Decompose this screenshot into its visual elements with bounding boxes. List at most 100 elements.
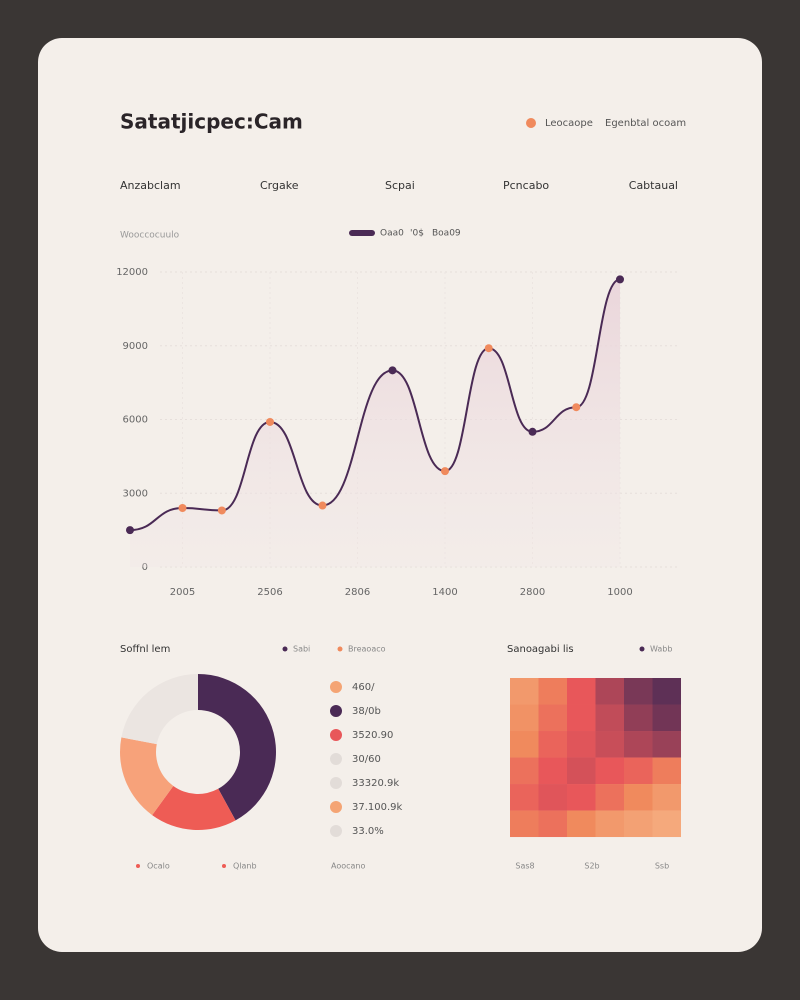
heat-cell: [652, 731, 681, 758]
x-tick-label: 2005: [170, 587, 195, 598]
heat-cell: [595, 704, 624, 732]
header-legend: Egenbtal ocoam: [605, 118, 686, 129]
x-label: Sas8: [515, 862, 534, 871]
heat-cell: [595, 757, 624, 785]
legend-dot: [330, 825, 342, 837]
legend-label: 38/0b: [352, 706, 381, 717]
legend-dot: [282, 646, 288, 652]
heat-cell: [652, 757, 681, 785]
title: Satatjicpec:Cam: [120, 110, 303, 134]
heat-cell: [624, 678, 653, 705]
heat-cell: [624, 704, 653, 732]
point: [126, 526, 134, 535]
heat-cell: [538, 678, 567, 705]
legend-dot: [330, 801, 342, 813]
y-tick-label: 12000: [116, 267, 148, 278]
heat-cell: [595, 678, 624, 705]
x-tick-label: 2506: [257, 587, 282, 598]
area: [130, 279, 620, 567]
legend-dot: [136, 864, 140, 868]
x-tick-label: 2800: [520, 587, 545, 598]
heat-cell: [510, 678, 539, 705]
line: [129, 278, 621, 532]
legend-dot: [330, 681, 342, 693]
heat-cell: [624, 757, 653, 785]
x-tick-label: 2806: [345, 587, 370, 598]
tab[interactable]: Crgake: [260, 179, 299, 192]
heat-cell: [567, 704, 596, 732]
point: [318, 501, 327, 510]
point: [572, 403, 581, 412]
heat-cell: [624, 731, 653, 758]
legend-dot: [330, 705, 342, 717]
tab[interactable]: Cabtaual: [629, 179, 678, 192]
section-title: Soffnl lem: [120, 644, 170, 655]
x-tick-label: 1000: [607, 587, 632, 598]
legend-dot: [330, 777, 342, 789]
tab[interactable]: Pcncabo: [503, 179, 549, 192]
x-tick-label: 1400: [432, 587, 457, 598]
heat-cell: [652, 704, 681, 732]
heat-cell: [538, 757, 567, 785]
heat-cell: [624, 810, 653, 838]
heat-cell: [652, 678, 681, 705]
point: [178, 504, 187, 512]
point: [217, 506, 226, 515]
tab[interactable]: Scpai: [385, 179, 415, 192]
heat-cell: [538, 704, 567, 732]
legend-label: Ocalo: [147, 862, 170, 871]
heat-cell: [595, 784, 624, 811]
donut-slice: [121, 674, 198, 745]
tab[interactable]: Anzabclam: [120, 179, 181, 192]
legend-label: 33.0%: [352, 826, 384, 837]
heat-cell: [538, 784, 567, 811]
legend-label: Boa09: [432, 229, 461, 239]
heat-cell: [595, 810, 624, 838]
legend-dot: [526, 118, 536, 128]
x-label: Ssb: [655, 862, 669, 871]
y-tick-label: 9000: [123, 341, 148, 352]
heat-cell: [510, 757, 539, 785]
donut-slice: [120, 737, 174, 816]
heat-cell: [510, 731, 539, 758]
legend-label: 460/: [352, 682, 375, 693]
point: [528, 427, 537, 436]
y-tick-label: 3000: [123, 488, 148, 499]
heat-cell: [567, 810, 596, 838]
heat-cell: [567, 784, 596, 811]
heat-cell: [510, 810, 539, 838]
legend-dot: [330, 729, 342, 741]
heat-cell: [538, 810, 567, 838]
legend-label: 37.100.9k: [352, 802, 403, 813]
legend-dot: [337, 646, 343, 652]
heat-cell: [510, 784, 539, 811]
legend-dot: [222, 864, 226, 868]
chart-subtitle: Wooccocuulo: [120, 231, 180, 241]
legend-label: '0$: [410, 229, 424, 239]
header-legend: Leocaope: [545, 118, 593, 129]
legend-label: 3520.90: [352, 730, 393, 741]
point: [484, 344, 493, 353]
donut-slice: [152, 785, 236, 830]
donut-slice: [198, 674, 277, 821]
heat-cell: [538, 731, 567, 758]
y-tick-label: 6000: [123, 415, 148, 426]
legend-label: Oaa0: [380, 229, 404, 239]
legend-label: Sabi: [293, 645, 310, 654]
heat-cell: [567, 731, 596, 758]
y-tick-label: 0: [142, 562, 148, 573]
legend-label: 30/60: [352, 754, 381, 765]
heat-cell: [567, 757, 596, 785]
legend-label: Breaoaco: [348, 645, 386, 654]
heat-cell: [510, 704, 539, 732]
section-title: Sanoagabi lis: [507, 644, 574, 655]
legend-label: Qlanb: [233, 862, 257, 871]
heat-cell: [652, 810, 681, 838]
legend-dot: [639, 646, 645, 652]
legend-label: 33320.9k: [352, 778, 399, 789]
point: [266, 417, 274, 426]
legend-dot: [330, 753, 342, 765]
heat-cell: [624, 784, 653, 811]
